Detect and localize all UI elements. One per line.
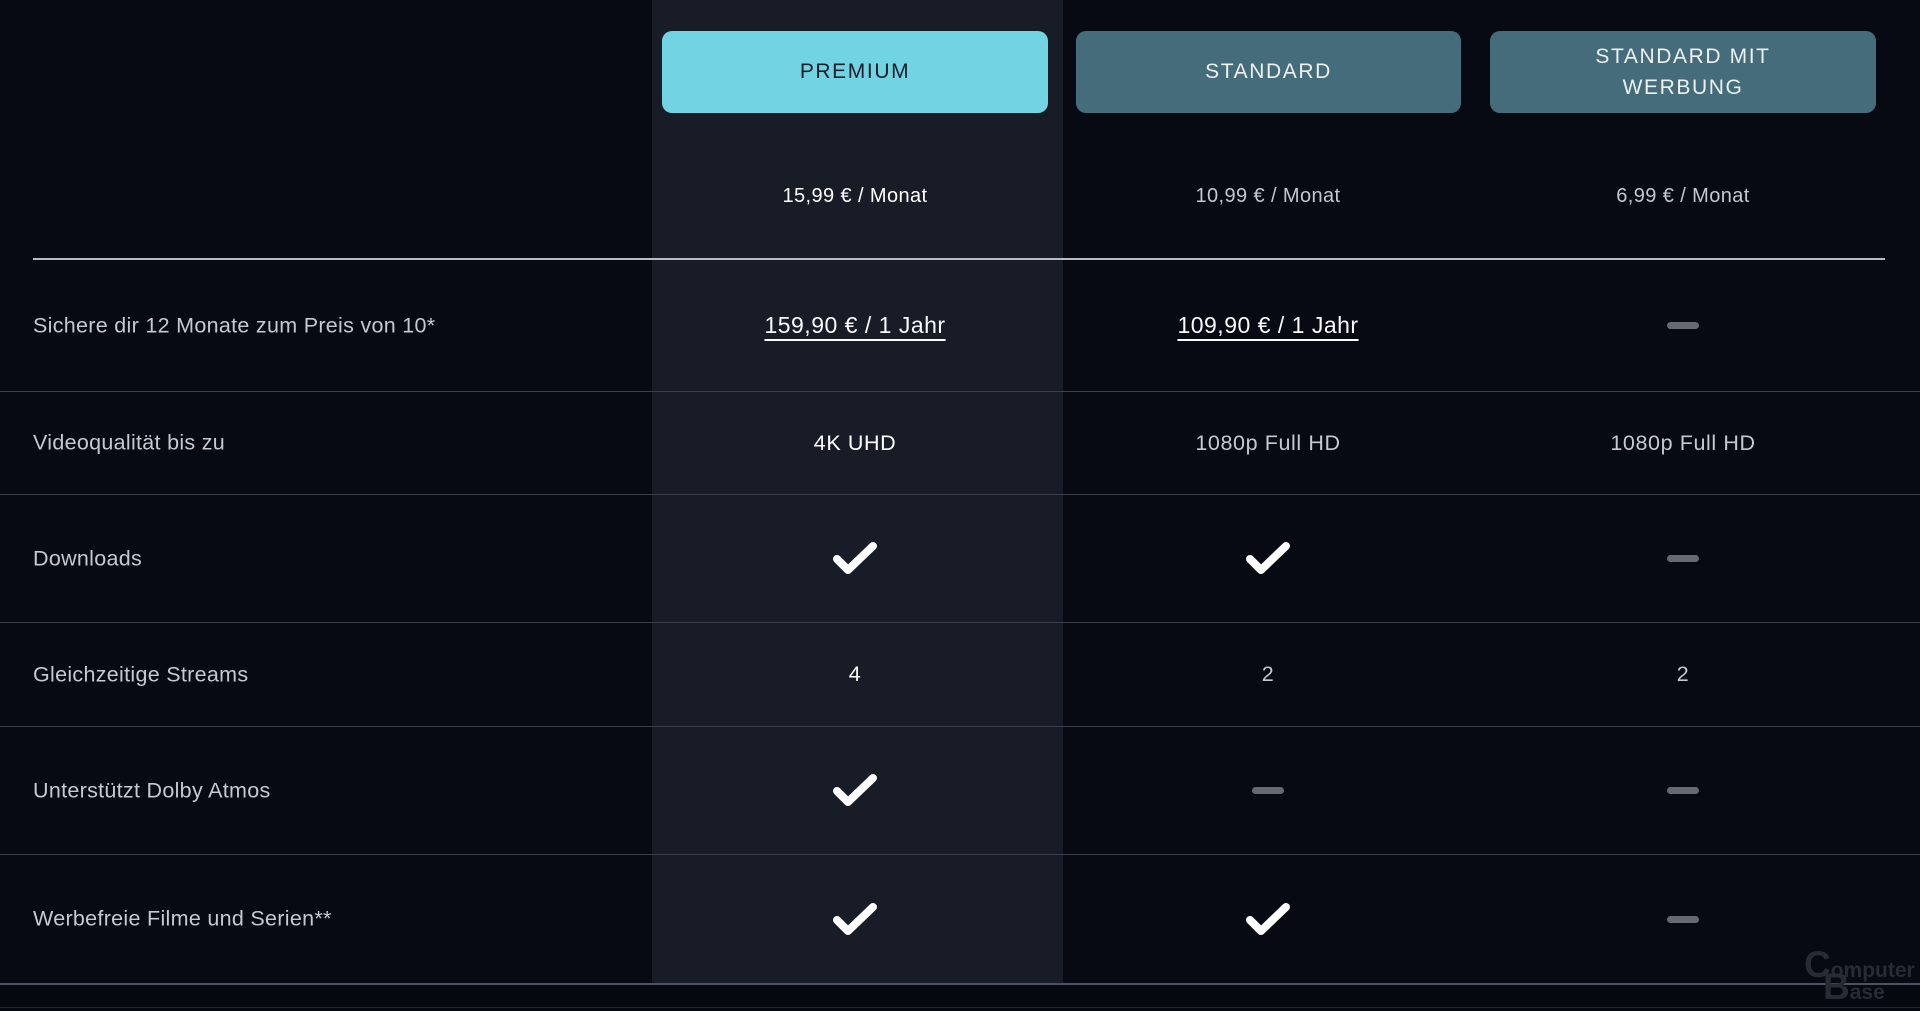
feature-cell <box>1088 855 1448 983</box>
feature-rows: Sichere dir 12 Monate zum Preis von 10* 1… <box>0 260 1920 985</box>
feature-label: Videoqualität bis zu <box>33 430 226 455</box>
feature-cell: 2 <box>1088 623 1448 726</box>
plan-price-standard: 10,99 € / Monat <box>1195 185 1341 207</box>
plan-button-standard[interactable]: STANDARD <box>1076 31 1461 113</box>
dash-icon <box>1252 787 1284 794</box>
plan-price-premium: 15,99 € / Monat <box>782 185 928 207</box>
watermark-line-computer: Computer <box>1804 944 1915 985</box>
feature-label: Downloads <box>33 546 143 570</box>
feature-cell: 1080p Full HD <box>1503 392 1863 494</box>
feature-cell: 159,90 € / 1 Jahr <box>675 260 1035 391</box>
plan-button-standard-mit-werbung[interactable]: STANDARD MIT WERBUNG <box>1490 31 1876 113</box>
dash-icon <box>1667 322 1699 329</box>
feature-cell <box>675 855 1035 983</box>
feature-label: Unterstützt Dolby Atmos <box>33 778 271 802</box>
check-icon <box>1246 902 1290 935</box>
feature-label: Werbefreie Filme und Serien** <box>33 906 332 931</box>
table-top-divider <box>33 258 1885 260</box>
feature-cell <box>1503 727 1863 854</box>
dash-icon <box>1667 787 1699 794</box>
feature-cell: 2 <box>1503 623 1863 726</box>
feature-cell <box>1088 495 1448 622</box>
page-bottom-divider <box>0 1007 1920 1008</box>
feature-cell: 4 <box>675 623 1035 726</box>
plan-price-standard-mit-werbung: 6,99 € / Monat <box>1616 185 1750 207</box>
check-icon <box>833 542 877 574</box>
feature-cell <box>1503 855 1863 983</box>
check-icon <box>833 774 877 806</box>
plan-button-premium[interactable]: PREMIUM <box>662 31 1048 113</box>
table-row: Werbefreie Filme und Serien** <box>0 855 1920 985</box>
feature-value: 2 <box>1676 662 1690 686</box>
feature-value: 4 <box>848 662 862 686</box>
feature-value: 2 <box>1261 662 1275 686</box>
dash-icon <box>1667 555 1699 562</box>
feature-cell <box>675 727 1035 854</box>
watermark-line-base: Base <box>1823 966 1885 1007</box>
check-icon <box>1246 542 1290 574</box>
feature-cell <box>1088 727 1448 854</box>
feature-cell <box>1503 495 1863 622</box>
feature-cell: 4K UHD <box>675 392 1035 494</box>
table-row: Downloads <box>0 495 1920 623</box>
table-row: Sichere dir 12 Monate zum Preis von 10* 1… <box>0 260 1920 392</box>
feature-value: 4K UHD <box>813 430 897 455</box>
premium-column-highlight <box>652 0 1063 985</box>
feature-cell: 109,90 € / 1 Jahr <box>1088 260 1448 391</box>
feature-cell: 1080p Full HD <box>1088 392 1448 494</box>
feature-label: Sichere dir 12 Monate zum Preis von 10* <box>33 313 436 337</box>
feature-label: Gleichzeitige Streams <box>33 662 249 686</box>
yearly-price-link[interactable]: 109,90 € / 1 Jahr <box>1177 312 1359 338</box>
check-icon <box>833 902 877 935</box>
table-row: Gleichzeitige Streams 4 2 2 <box>0 623 1920 727</box>
yearly-price-link[interactable]: 159,90 € / 1 Jahr <box>764 312 946 338</box>
feature-cell <box>1503 260 1863 391</box>
table-row: Unterstützt Dolby Atmos <box>0 727 1920 855</box>
feature-cell <box>675 495 1035 622</box>
feature-value: 1080p Full HD <box>1195 430 1341 455</box>
feature-value: 1080p Full HD <box>1610 430 1756 455</box>
computerbase-watermark: Computer Base <box>1804 946 1915 1005</box>
dash-icon <box>1667 915 1699 923</box>
table-row: Videoqualität bis zu 4K UHD 1080p Full HD 1… <box>0 392 1920 495</box>
